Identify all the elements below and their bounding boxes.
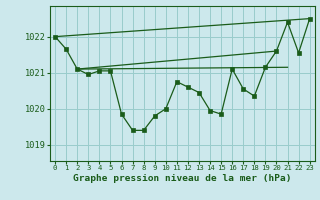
X-axis label: Graphe pression niveau de la mer (hPa): Graphe pression niveau de la mer (hPa) xyxy=(73,174,292,183)
